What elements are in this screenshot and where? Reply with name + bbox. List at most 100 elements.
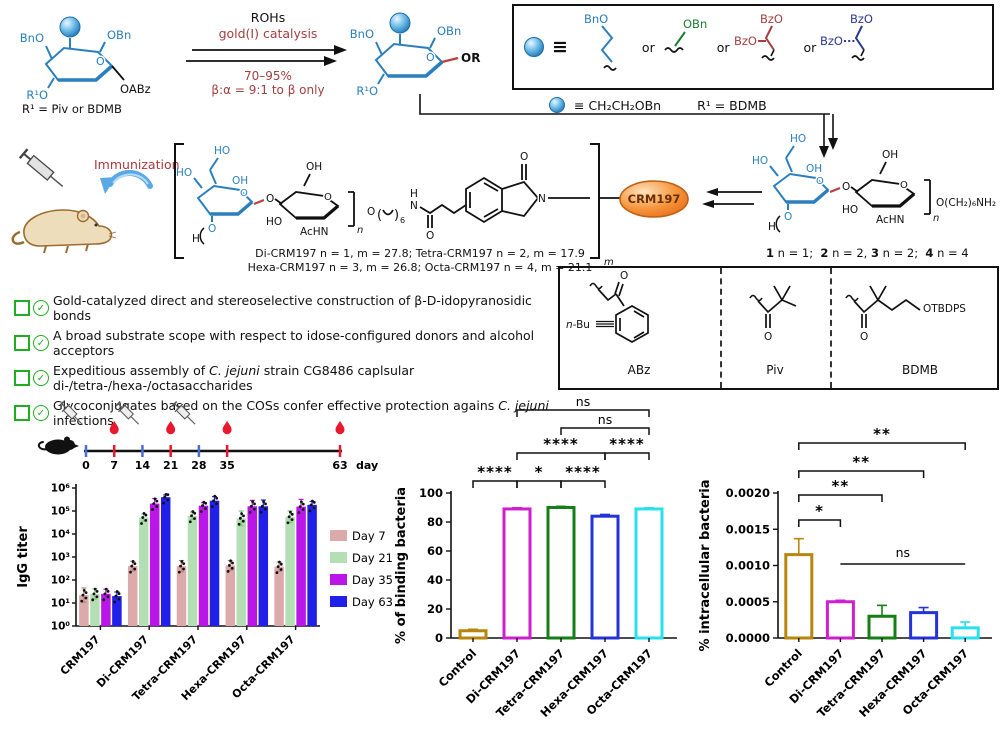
data-point [289,510,292,514]
label-oh: OH [306,161,322,173]
piv-cell: O Piv [722,268,832,388]
syringe-icon [18,148,64,188]
data-point [177,570,181,574]
data-point [141,516,145,519]
bar [187,515,198,626]
label-bzo: BzO [734,34,757,48]
data-point [308,509,312,513]
compound-list: 1 n = 1; 2 n = 2, 3 n = 2; 4 n = 4 [766,246,969,260]
data-point [113,600,117,604]
significance-label: ** [832,477,850,495]
data-point [298,505,302,509]
arrowhead [828,138,838,150]
data-point [248,510,252,514]
bar [285,516,295,626]
data-point [237,522,241,526]
data-point [238,516,242,520]
label-bno: BnO [350,27,374,41]
label-ring-o: O [240,188,248,199]
arrowhead [324,56,337,66]
data-point [95,595,99,599]
label-ho: HO [842,204,858,216]
data-point [155,505,159,508]
data-point [81,593,85,597]
data-point [117,592,121,596]
data-point [151,508,154,511]
y-tick-label: 0.0015 [726,522,770,536]
label-r1o: R¹O [356,84,378,98]
label-achn: AcHN [876,214,905,226]
syringe-icon [58,400,83,425]
r1-note: R¹ = BDMB [697,97,767,113]
sphere-icon [59,16,81,38]
data-point [104,587,108,591]
label-oh: OH [232,175,248,187]
data-point [164,493,168,496]
label-o: O [860,331,868,343]
data-point [182,562,186,566]
data-point [201,504,204,508]
substituent-option-4: BzO BzO [820,12,873,61]
data-point [180,560,184,563]
label-ho: HO [214,145,230,157]
highlight-item-4: ✓ Glycoconjugates based on the COSs conf… [14,398,559,428]
label-n: N [538,193,546,205]
label-achn: AcHN [300,226,329,238]
data-point [286,521,290,525]
mouse-illustration [11,209,117,254]
label-ring-o: O [816,176,824,187]
data-point [213,494,217,498]
y-tick-label: 10⁶ [51,483,71,495]
data-point [84,591,88,595]
protecting-groups-box: O n-Bu ABz O Piv O [558,266,999,390]
bar [209,500,220,626]
data-point [287,515,291,519]
crm197-protein [619,180,689,218]
data-point [95,589,99,593]
timeline-day-label: 0 [82,459,90,471]
label-n: n [357,225,363,236]
y-axis-label: % intracellular bacteria [698,480,713,652]
immunization-scene [11,148,153,254]
significance-label: ns [896,545,910,560]
bar [112,596,122,626]
checkbox-icon [14,370,30,386]
substituent-option-3: BzO BzO [734,12,783,61]
check-circle-icon: ✓ [33,405,49,421]
bar [79,595,89,626]
data-point [204,507,207,510]
checkbox-icon [14,405,30,421]
significance-label: ** [873,425,891,443]
y-tick-label: 100 [419,486,443,500]
label-or: OR [461,51,480,65]
blood-drop-icon [335,421,345,435]
label-obn: OBn [107,28,131,42]
timeline-day-label: 63 [332,459,347,471]
arrowhead [706,188,718,196]
data-point [190,514,193,518]
bdmb-structure: O OTBDPS BDMB [845,285,966,377]
data-point [241,519,245,523]
y-tick-label: 10⁵ [51,506,71,518]
data-point [80,599,84,603]
checkbox-icon [14,300,30,316]
immunization-label: Immunization [94,157,180,172]
bar [247,506,258,626]
significance-bracket [798,494,883,502]
bar [546,506,576,640]
y-tick-label: 20 [427,602,443,616]
arrowhead [819,146,829,158]
legend-swatch [330,552,347,563]
piv-structure: O Piv [749,285,797,377]
label-ho: HO [176,167,192,179]
significance-bracket [560,480,606,488]
data-point [264,502,267,506]
legend-swatch [330,530,347,541]
bar [160,497,171,626]
legend-swatch [330,596,347,607]
bar [138,517,149,626]
highlight-item-3: ✓ Expeditious assembly of C. jejuni stra… [14,363,559,393]
syringe-icon [115,400,140,425]
data-point [166,498,170,502]
significance-label: ns [576,396,590,409]
